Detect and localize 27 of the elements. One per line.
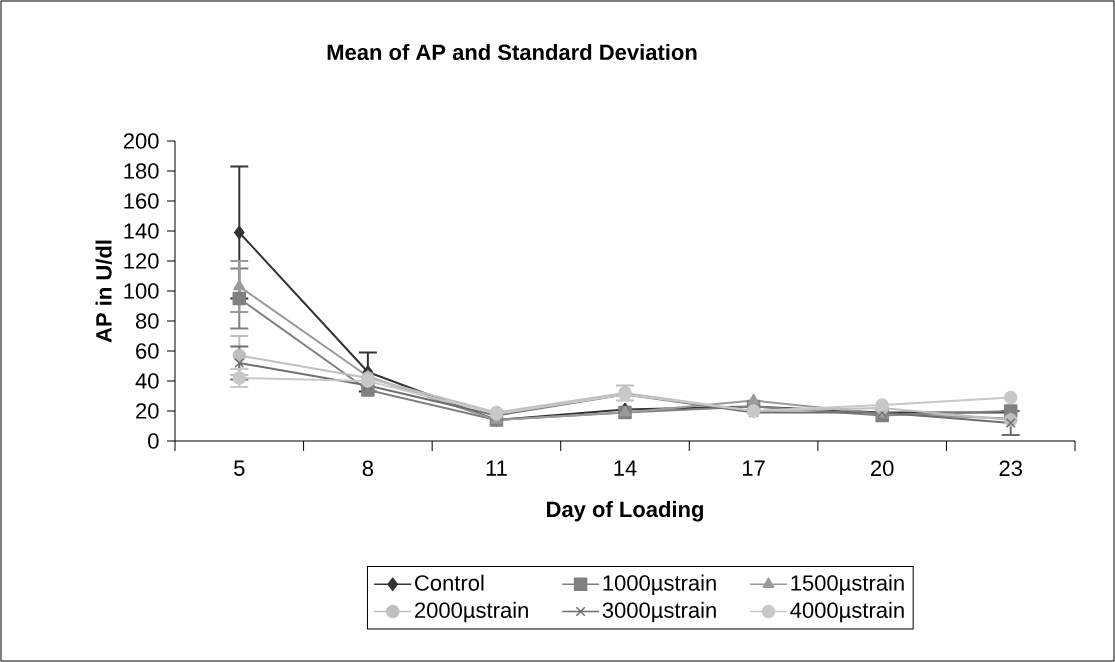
x-tick-label: 23 <box>999 460 1022 477</box>
y-tick-label: 160 <box>124 193 159 209</box>
x-tick-label: 8 <box>362 460 374 477</box>
y-tick-label: 20 <box>136 403 159 419</box>
legend-label: 4000µstrain <box>790 601 904 623</box>
chart-title: Mean of AP and Standard Deviation <box>327 43 697 61</box>
y-tick-label: 140 <box>124 223 159 239</box>
x-tick-label: 11 <box>486 460 507 476</box>
x-tick-label: 17 <box>743 460 765 476</box>
legend-label: 3000µstrain <box>602 601 716 623</box>
y-tick-label: 60 <box>136 343 159 359</box>
x-tick-label: 20 <box>871 460 894 477</box>
y-tick-label: 0 <box>148 433 159 449</box>
x-axis-title: Day of Loading <box>547 500 703 522</box>
legend-label: 2000µstrain <box>415 601 528 623</box>
y-tick-label: 80 <box>135 313 159 329</box>
y-tick-label: 120 <box>124 253 159 269</box>
y-tick-label: 200 <box>123 133 159 149</box>
legend-label: 1000µstrain <box>603 574 716 596</box>
x-tick-label: 5 <box>234 460 245 476</box>
y-tick-label: 40 <box>135 373 159 389</box>
y-tick-label: 180 <box>124 163 159 179</box>
legend-label: 1500µstrain <box>791 574 904 596</box>
x-tick-label: 14 <box>614 460 637 476</box>
y-axis-title: AP in U/dl <box>95 240 112 343</box>
y-tick-label: 100 <box>124 283 159 299</box>
legend-label: Control <box>415 574 484 591</box>
